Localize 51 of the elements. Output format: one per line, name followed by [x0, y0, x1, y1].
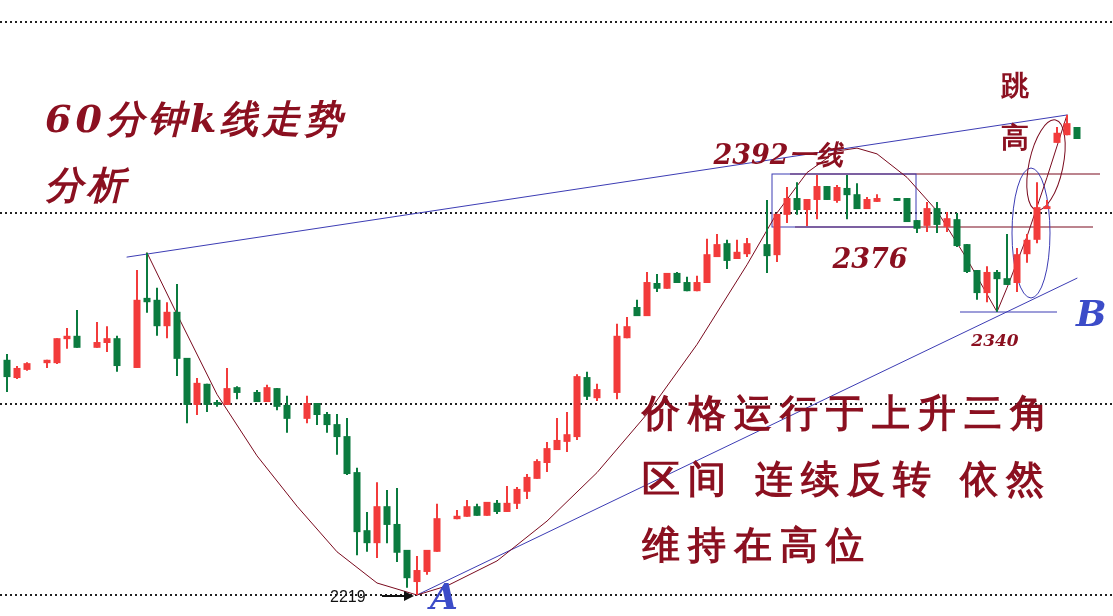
annotation: 2376 [831, 243, 909, 274]
candlestick [73, 308, 81, 349]
candlestick [853, 182, 861, 211]
candlestick [983, 265, 991, 304]
annotation: 跳高 [1001, 68, 1030, 156]
candlestick [763, 198, 771, 274]
candlestick [273, 387, 281, 412]
candlestick [993, 269, 1001, 313]
annotation: 2340 [971, 330, 1019, 350]
candlestick [523, 473, 531, 500]
candlestick [203, 382, 211, 414]
candlestick [933, 200, 941, 235]
candlestick [313, 402, 321, 427]
annotation: 2219 [330, 588, 367, 606]
candlestick [223, 366, 231, 406]
candlestick [743, 236, 751, 259]
candlestick [923, 200, 931, 234]
candlestick [583, 370, 591, 402]
candlestick [413, 555, 421, 596]
candlestick [543, 440, 551, 474]
candlestick [513, 486, 521, 511]
candlestick [423, 548, 431, 576]
candlestick [793, 181, 801, 216]
candlestick [553, 416, 561, 452]
candlestick [973, 269, 981, 301]
candlestick [143, 251, 151, 314]
candlestick [93, 320, 101, 349]
candlestick [503, 485, 511, 513]
candlestick [783, 186, 791, 224]
candlestick [723, 238, 731, 271]
candlestick [813, 174, 821, 221]
candlestick [843, 174, 851, 221]
candlestick [163, 301, 171, 340]
chart-title: 60分钟k线走势分析 [45, 95, 348, 209]
candlestick [563, 411, 571, 453]
candlestick [103, 325, 111, 354]
candlestick [533, 458, 541, 480]
candlestick [653, 272, 661, 294]
candlestick [323, 411, 331, 434]
candlestick [1023, 233, 1031, 264]
candlestick [1003, 233, 1011, 286]
annotation: B [1076, 292, 1108, 334]
candlestick [3, 353, 11, 393]
candlestick [803, 198, 811, 227]
candlestick [383, 488, 391, 545]
candlestick [283, 394, 291, 434]
candlestick [303, 394, 311, 425]
candlestick [363, 510, 371, 553]
candlestick [943, 210, 951, 234]
candlestick [193, 377, 201, 416]
candlestick [333, 413, 341, 456]
